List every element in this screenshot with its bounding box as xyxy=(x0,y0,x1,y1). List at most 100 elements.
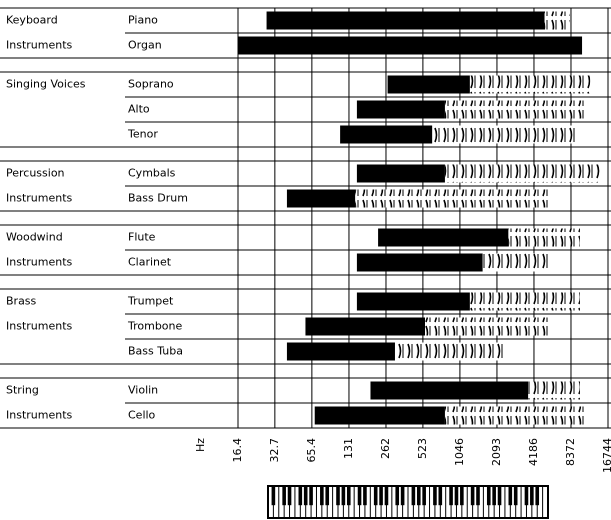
group-label: Instruments xyxy=(6,256,73,269)
black-key xyxy=(524,486,529,506)
x-tick-label: 8372 xyxy=(564,438,577,466)
fundamental-bar xyxy=(356,100,445,119)
x-tick-label: 16744 xyxy=(601,438,611,473)
black-key xyxy=(513,486,518,506)
group-label: String xyxy=(6,384,39,397)
x-tick-label: 1046 xyxy=(453,438,466,466)
instrument-label: Trumpet xyxy=(127,295,174,308)
black-key xyxy=(476,486,480,506)
harmonics-bar xyxy=(394,342,506,361)
harmonics-bar xyxy=(355,189,551,208)
instrument-label: Piano xyxy=(128,14,158,27)
fundamental-bar xyxy=(378,228,509,247)
black-key xyxy=(287,486,292,506)
fundamental-bar xyxy=(286,342,395,361)
black-key xyxy=(373,486,378,506)
fundamental-bar xyxy=(356,292,470,311)
black-key xyxy=(470,486,475,506)
black-key xyxy=(384,486,389,506)
black-key xyxy=(363,486,367,506)
harmonics-bar xyxy=(444,164,600,183)
fundamental-bar xyxy=(314,406,445,425)
group-label: Keyboard xyxy=(6,14,58,27)
fundamental-bar xyxy=(340,125,433,144)
instrument-label: Clarinet xyxy=(128,256,172,269)
black-key xyxy=(492,486,496,506)
group-label: Percussion xyxy=(6,167,65,180)
group-label: Singing Voices xyxy=(6,78,86,91)
black-key xyxy=(535,486,540,506)
x-axis-label: Hz xyxy=(194,438,207,452)
instrument-label: Soprano xyxy=(128,78,174,91)
group-label: Instruments xyxy=(6,320,73,333)
harmonics-bar xyxy=(469,292,580,311)
instrument-label: Flute xyxy=(128,231,156,244)
fundamental-bar xyxy=(238,36,583,55)
instrument-label: Trombone xyxy=(127,320,183,333)
black-key xyxy=(357,486,362,506)
black-key xyxy=(325,486,330,506)
x-tick-label: 523 xyxy=(416,438,429,459)
group-label: Instruments xyxy=(6,39,73,52)
harmonics-bar xyxy=(424,317,551,336)
x-tick-label: 65.4 xyxy=(305,438,318,463)
fundamental-bar xyxy=(356,253,483,272)
x-tick-label: 2093 xyxy=(490,438,503,466)
black-key xyxy=(454,486,459,506)
fundamental-bar xyxy=(387,75,470,94)
black-key xyxy=(303,486,308,506)
harmonics-bar xyxy=(444,100,586,119)
instrument-label: Tenor xyxy=(127,128,158,141)
black-key xyxy=(341,486,346,506)
harmonics-bar xyxy=(444,406,586,425)
black-key xyxy=(309,486,313,506)
harmonics-bar xyxy=(544,11,570,30)
piano-keyboard xyxy=(267,485,549,519)
group-label: Instruments xyxy=(6,192,73,205)
black-key xyxy=(449,486,453,506)
fundamental-bar xyxy=(266,11,545,30)
x-tick-label: 32.7 xyxy=(268,438,281,463)
black-key xyxy=(438,486,443,506)
x-tick-label: 16.4 xyxy=(231,438,244,463)
black-key xyxy=(422,486,426,506)
black-key xyxy=(460,486,464,506)
black-key xyxy=(497,486,502,506)
harmonics-bar xyxy=(528,381,580,400)
black-key xyxy=(379,486,383,506)
harmonics-bar xyxy=(469,75,591,94)
black-key xyxy=(282,486,286,506)
black-key xyxy=(486,486,491,506)
harmonics-bar xyxy=(432,125,575,144)
group-label: Instruments xyxy=(6,409,73,422)
black-key xyxy=(395,486,400,506)
black-key xyxy=(298,486,303,506)
x-tick-label: 262 xyxy=(379,438,392,459)
group-label: Woodwind xyxy=(6,231,63,244)
instrument-label: Violin xyxy=(128,384,158,397)
harmonics-bar xyxy=(482,253,551,272)
black-key xyxy=(433,486,437,506)
group-label: Brass xyxy=(6,295,37,308)
instrument-label: Bass Tuba xyxy=(128,345,183,358)
fundamental-bar xyxy=(356,164,445,183)
black-key xyxy=(411,486,416,506)
black-key xyxy=(336,486,340,506)
fundamental-bar xyxy=(286,189,356,208)
fundamental-bar xyxy=(305,317,425,336)
black-key xyxy=(400,486,405,506)
harmonics-bar xyxy=(508,228,580,247)
black-key xyxy=(416,486,421,506)
instrument-label: Cello xyxy=(128,409,156,422)
black-key xyxy=(530,486,534,506)
black-key xyxy=(346,486,351,506)
instrument-label: Bass Drum xyxy=(128,192,188,205)
instrument-label: Alto xyxy=(128,103,150,116)
black-key xyxy=(320,486,324,506)
black-key xyxy=(271,486,276,506)
fundamental-bar xyxy=(370,381,529,400)
x-tick-label: 4186 xyxy=(527,438,540,466)
instrument-label: Organ xyxy=(128,39,162,52)
x-tick-label: 131 xyxy=(342,438,355,459)
